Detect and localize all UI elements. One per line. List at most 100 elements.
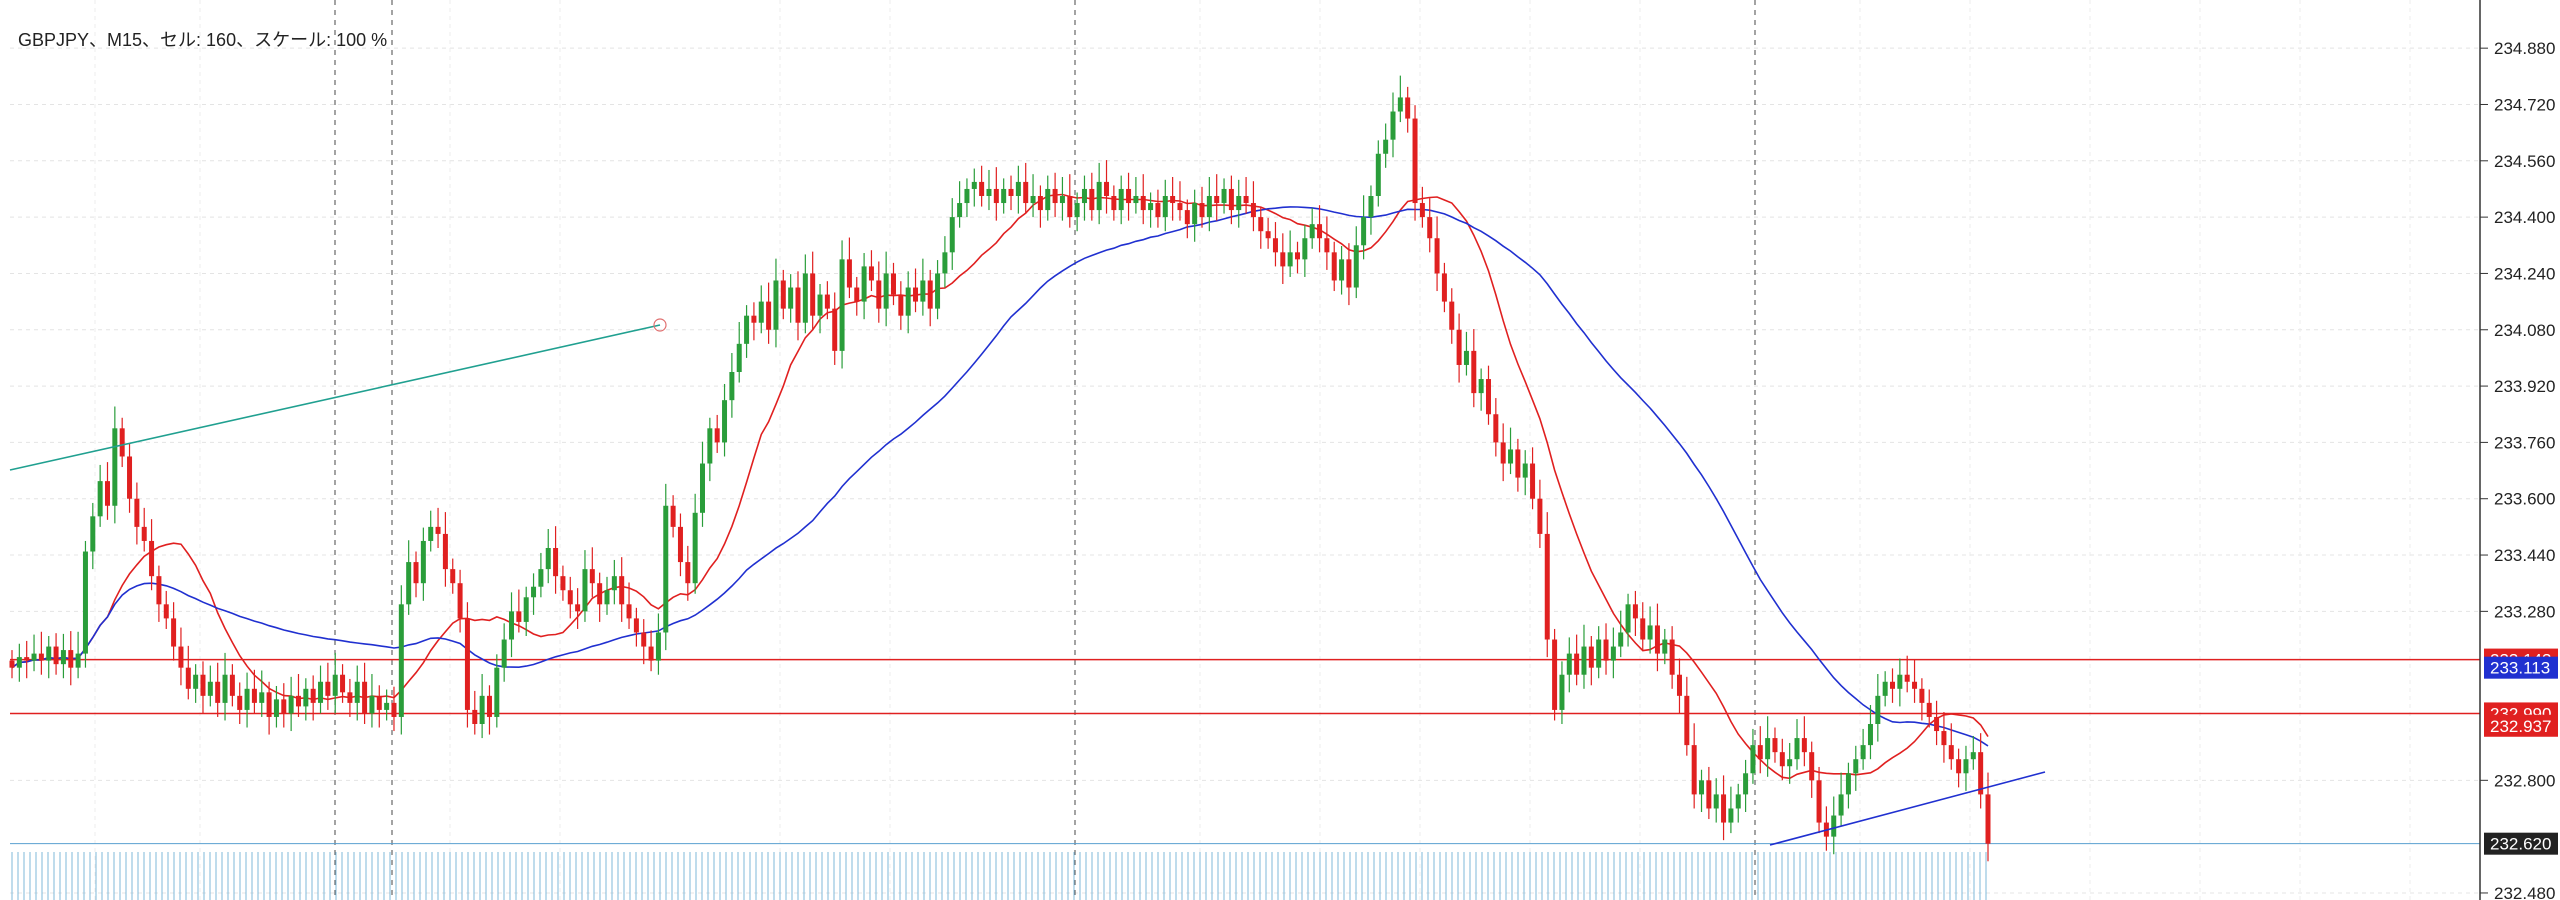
- candle-body: [1309, 224, 1315, 239]
- candle-body: [898, 294, 904, 316]
- candle-body: [1625, 604, 1631, 633]
- candle-body: [1140, 196, 1146, 211]
- candle-body: [457, 583, 463, 619]
- candle-body: [1441, 273, 1447, 302]
- candle-body: [1508, 449, 1514, 464]
- candle-body: [362, 681, 368, 714]
- y-tick-label: 234.240: [2494, 264, 2555, 283]
- candle-body: [1963, 759, 1969, 774]
- candle-body: [1089, 188, 1095, 211]
- candle-body: [810, 273, 816, 316]
- candle-body: [288, 695, 294, 714]
- candle-body: [1405, 97, 1411, 119]
- candle-body: [655, 632, 661, 661]
- y-tick-label: 234.560: [2494, 152, 2555, 171]
- candle-body: [1735, 794, 1741, 809]
- candle-body: [325, 681, 331, 696]
- candle-body: [1037, 196, 1043, 211]
- candle-body: [663, 505, 669, 633]
- price-axis[interactable]: 234.880 234.720 234.560 234.400 234.240 234.0…: [2479, 0, 2555, 900]
- candle-body: [266, 692, 272, 717]
- candle-body: [890, 273, 896, 295]
- candle-body: [163, 604, 169, 619]
- candle-body: [722, 400, 728, 443]
- candle-body: [112, 428, 118, 506]
- candle-body: [1008, 188, 1014, 196]
- candle-body: [1118, 188, 1124, 211]
- price-tag-label: 233.113: [2490, 659, 2550, 678]
- candle-body: [354, 681, 360, 703]
- candle-body: [1882, 681, 1888, 696]
- candle-body: [1765, 738, 1771, 760]
- candle-body: [1419, 203, 1425, 218]
- candle-body: [127, 456, 133, 499]
- candle-body: [82, 551, 88, 654]
- candle-body: [38, 653, 44, 661]
- candle-body: [472, 709, 478, 724]
- candle-body: [391, 702, 397, 717]
- candle-body: [692, 512, 698, 584]
- candle-body: [1192, 203, 1198, 225]
- candle-body: [1485, 379, 1491, 415]
- candle-body: [1258, 217, 1264, 232]
- candle-body: [1691, 745, 1697, 795]
- candle-body: [376, 695, 382, 710]
- candle-body: [1948, 745, 1954, 760]
- candle-body: [1750, 745, 1756, 774]
- candle-body: [1684, 695, 1690, 746]
- candles-layer: [9, 75, 1991, 862]
- candle-body: [648, 646, 654, 661]
- candle-body: [1368, 196, 1374, 218]
- candle-body: [1346, 259, 1352, 288]
- candle-body: [1515, 449, 1521, 478]
- candle-body: [9, 660, 15, 668]
- candle-body: [1111, 196, 1117, 211]
- candle-body: [876, 280, 882, 309]
- price-tag-box: [2484, 714, 2558, 737]
- candle-body: [766, 301, 772, 330]
- candle-body: [1699, 780, 1705, 795]
- candle-body: [1331, 252, 1337, 281]
- candle-body: [883, 273, 889, 309]
- candle-body: [1383, 139, 1389, 154]
- candle-body: [1221, 188, 1227, 204]
- candle-body: [846, 259, 852, 288]
- candle-body: [509, 611, 515, 640]
- candle-body: [1148, 203, 1154, 211]
- candle-body: [442, 533, 448, 570]
- candle-body: [707, 428, 713, 464]
- candle-body: [531, 586, 537, 598]
- candle-body: [1713, 794, 1719, 809]
- y-tick-label: 234.880: [2494, 39, 2555, 58]
- candle-body: [1838, 794, 1844, 816]
- candle-body: [141, 526, 147, 541]
- y-tick-label: 234.080: [2494, 321, 2555, 340]
- candle-body: [780, 280, 786, 309]
- candle-body: [1133, 196, 1139, 204]
- candle-body: [1228, 188, 1234, 211]
- candle-body: [494, 667, 500, 717]
- candle-body: [1787, 759, 1793, 767]
- candle-body: [1581, 646, 1587, 675]
- candle-body: [413, 562, 419, 584]
- candle-body: [1632, 604, 1638, 619]
- candle-body: [567, 590, 573, 605]
- candle-body: [597, 583, 603, 605]
- candle-body: [1272, 238, 1278, 253]
- candle-body: [1860, 745, 1866, 760]
- candle-body: [824, 294, 830, 309]
- candle-body: [1610, 646, 1616, 661]
- candle-body: [545, 548, 551, 570]
- candle-body: [839, 259, 845, 351]
- support-line: [1769, 771, 2046, 846]
- candle-body: [479, 695, 485, 724]
- candle-body: [1985, 794, 1991, 844]
- candle-body: [927, 280, 933, 309]
- candle-body: [347, 692, 353, 703]
- drawn-lines-layer: [9, 318, 2046, 846]
- candle-body: [611, 576, 617, 591]
- candle-body: [751, 315, 757, 323]
